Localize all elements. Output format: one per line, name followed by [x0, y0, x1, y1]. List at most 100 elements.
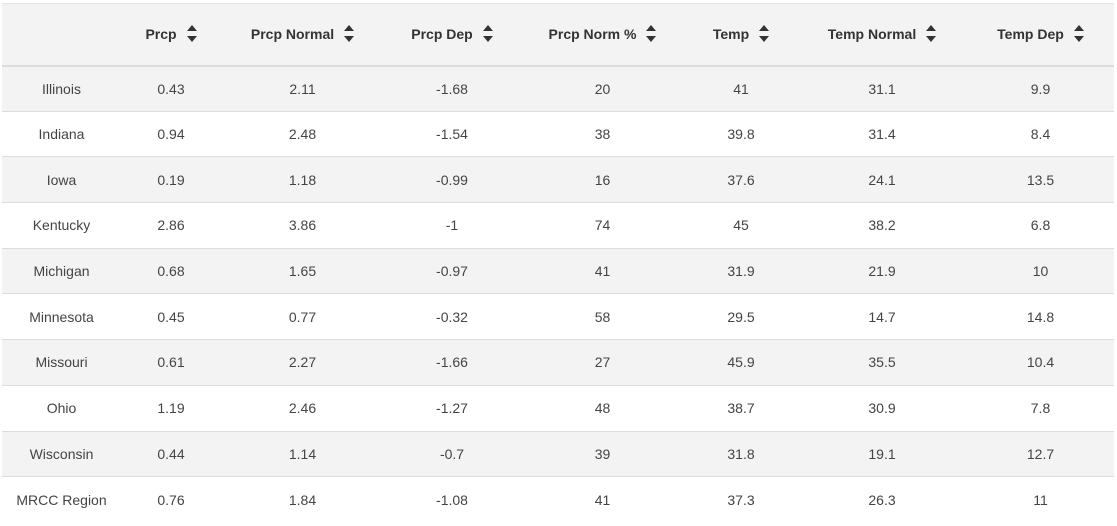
column-header-label: Temp Normal: [827, 26, 917, 43]
prcp-cell: 0.68: [157, 263, 185, 280]
sort-icon[interactable]: [759, 23, 770, 45]
column-header-label: Prcp Dep: [411, 26, 473, 43]
table-row: Missouri 0.61 2.27 -1.66 27 45.9 35.5 10…: [2, 339, 1114, 386]
temp-cell: 41: [733, 80, 749, 97]
sort-icon[interactable]: [646, 23, 657, 45]
table-row: Kentucky 2.86 3.86 -1 74 45 38.2 6.8: [2, 202, 1114, 249]
temp-normal-cell: 14.7: [868, 308, 896, 325]
prcp-dep-cell: -0.32: [436, 308, 468, 325]
prcp-dep-cell: -0.7: [439, 445, 465, 462]
prcp-cell: 1.19: [157, 400, 185, 417]
temp-normal-cell: 24.1: [868, 171, 896, 188]
prcp-dep-cell: -0.97: [436, 263, 468, 280]
prcp-dep-cell: -1: [445, 217, 459, 234]
prcp-normal-cell: 2.46: [288, 400, 317, 417]
prcp-cell: 0.43: [157, 80, 185, 97]
temp-normal-cell: 21.9: [868, 263, 896, 280]
prcp-dep-cell: -1.68: [436, 80, 468, 97]
prcp-dep-cell: -0.99: [436, 171, 468, 188]
data-table-container: Prcp Prcp Normal Prcp Dep: [2, 3, 1114, 523]
table-row: Michigan 0.68 1.65 -0.97 41 31.9 21.9 10: [2, 248, 1114, 294]
prcp-cell: 0.61: [157, 354, 185, 371]
region-name-cell: Missouri: [35, 354, 88, 371]
region-name-cell: Michigan: [33, 263, 90, 280]
table-row: Minnesota 0.45 0.77 -0.32 58 29.5 14.7 1…: [2, 293, 1114, 340]
table-row: Illinois 0.43 2.11 -1.68 20 41 31.1 9.9: [2, 65, 1114, 112]
prcp-cell: 0.94: [157, 126, 185, 143]
column-header-prcp-dep[interactable]: Prcp Dep: [384, 3, 520, 67]
temp-normal-cell: 26.3: [868, 491, 896, 508]
column-header-prcp-norm-pct[interactable]: Prcp Norm %: [520, 3, 685, 67]
sort-icon[interactable]: [1073, 23, 1084, 45]
temp-cell: 31.8: [727, 445, 755, 462]
column-header-temp-normal[interactable]: Temp Normal: [797, 3, 967, 67]
column-header-prcp-normal[interactable]: Prcp Normal: [221, 3, 384, 67]
temp-cell: 31.9: [727, 263, 755, 280]
temp-dep-cell: 6.8: [1030, 217, 1051, 234]
temp-cell: 38.7: [727, 400, 755, 417]
prcp-norm-pct-cell: 27: [594, 354, 611, 371]
prcp-norm-pct-cell: 39: [594, 445, 611, 462]
prcp-dep-cell: -1.08: [436, 491, 468, 508]
temp-dep-cell: 7.8: [1030, 400, 1051, 417]
region-name-cell: MRCC Region: [16, 491, 107, 508]
column-header-label: Prcp Normal: [250, 26, 335, 43]
sort-icon[interactable]: [186, 23, 197, 45]
table-row: Ohio 1.19 2.46 -1.27 48 38.7 30.9 7.8: [2, 385, 1114, 431]
prcp-normal-cell: 1.65: [288, 263, 317, 280]
column-header-label: Temp Dep: [997, 26, 1064, 43]
region-name-cell: Indiana: [38, 126, 85, 143]
region-name-cell: Illinois: [42, 80, 81, 97]
region-name-cell: Iowa: [46, 171, 77, 188]
temp-cell: 29.5: [727, 308, 755, 325]
prcp-normal-cell: 3.86: [288, 217, 317, 234]
prcp-norm-pct-cell: 48: [594, 400, 611, 417]
region-name-cell: Minnesota: [29, 308, 94, 325]
temp-cell: 45: [733, 217, 749, 234]
prcp-normal-cell: 0.77: [288, 308, 317, 325]
prcp-cell: 0.44: [157, 445, 185, 462]
temp-dep-cell: 10: [1032, 263, 1049, 280]
prcp-normal-cell: 1.84: [288, 491, 317, 508]
temp-dep-cell: 10.4: [1026, 354, 1055, 371]
sort-icon[interactable]: [926, 23, 937, 45]
temp-normal-cell: 30.9: [868, 400, 896, 417]
table-header-row: Prcp Prcp Normal Prcp Dep: [2, 3, 1114, 67]
prcp-dep-cell: -1.27: [436, 400, 468, 417]
table-row: Indiana 0.94 2.48 -1.54 38 39.8 31.4 8.4: [2, 111, 1114, 157]
prcp-norm-pct-cell: 41: [594, 263, 611, 280]
temp-normal-cell: 19.1: [868, 445, 896, 462]
column-header-temp[interactable]: Temp: [685, 3, 797, 67]
climate-data-table: Prcp Prcp Normal Prcp Dep: [2, 3, 1114, 523]
column-header-label: Prcp: [145, 26, 177, 43]
temp-dep-cell: 11: [1033, 491, 1048, 508]
prcp-cell: 0.45: [157, 308, 185, 325]
temp-normal-cell: 31.1: [868, 80, 896, 97]
sort-icon[interactable]: [482, 23, 493, 45]
temp-normal-cell: 38.2: [868, 217, 896, 234]
column-header-prcp[interactable]: Prcp: [121, 3, 221, 67]
temp-cell: 37.3: [727, 491, 755, 508]
prcp-norm-pct-cell: 41: [594, 491, 611, 508]
prcp-normal-cell: 2.48: [288, 126, 317, 143]
table-row: MRCC Region 0.76 1.84 -1.08 41 37.3 26.3…: [2, 476, 1114, 523]
temp-dep-cell: 12.7: [1026, 445, 1055, 462]
temp-normal-cell: 35.5: [868, 354, 896, 371]
column-header-label: Temp: [712, 26, 750, 43]
region-name-cell: Ohio: [46, 400, 77, 417]
region-name-cell: Wisconsin: [29, 445, 94, 462]
prcp-norm-pct-cell: 58: [594, 308, 611, 325]
prcp-dep-cell: -1.54: [436, 126, 468, 143]
prcp-normal-cell: 1.18: [288, 171, 317, 188]
table-row: Iowa 0.19 1.18 -0.99 16 37.6 24.1 13.5: [2, 156, 1114, 203]
prcp-norm-pct-cell: 20: [594, 80, 611, 97]
prcp-cell: 0.19: [157, 171, 185, 188]
prcp-norm-pct-cell: 16: [594, 171, 611, 188]
temp-dep-cell: 13.5: [1026, 171, 1055, 188]
prcp-cell: 0.76: [157, 491, 185, 508]
sort-icon[interactable]: [344, 23, 355, 45]
temp-cell: 45.9: [727, 354, 755, 371]
region-name-cell: Kentucky: [32, 217, 91, 234]
prcp-dep-cell: -1.66: [436, 354, 468, 371]
column-header-temp-dep[interactable]: Temp Dep: [967, 3, 1114, 67]
